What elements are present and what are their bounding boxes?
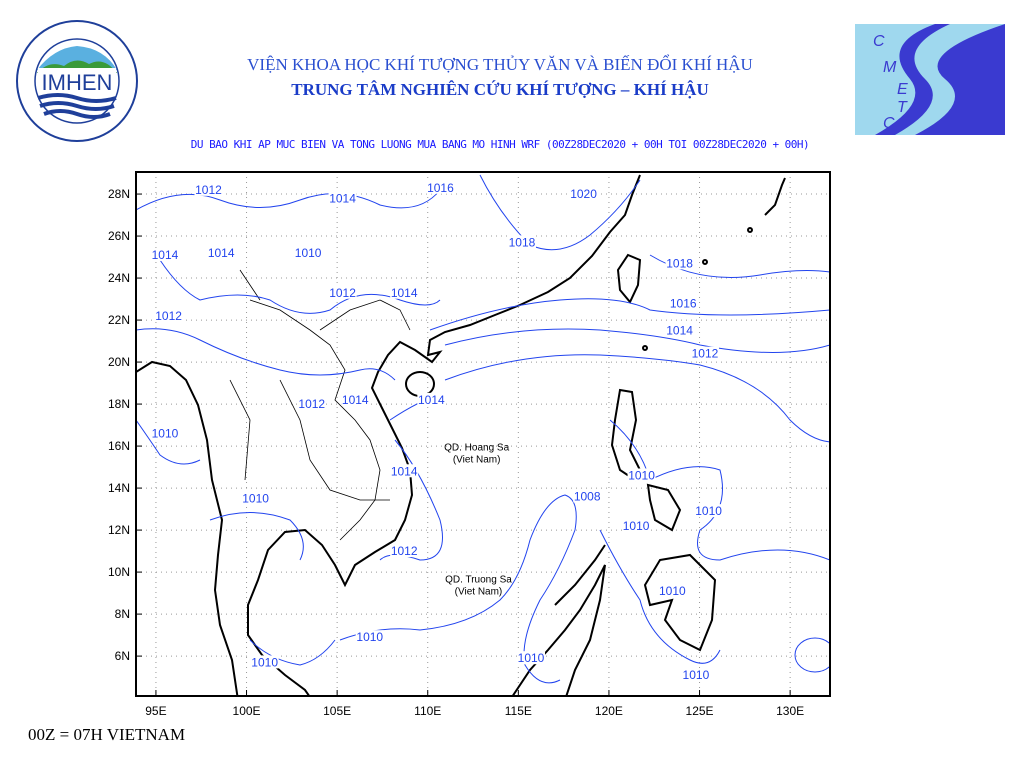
lat-tick-label: 14N: [108, 481, 130, 495]
map-frame: [135, 171, 831, 697]
isobar-label: 1010: [683, 668, 710, 682]
svg-text:T: T: [897, 99, 908, 116]
center-title: TRUNG TÂM NGHIÊN CỨU KHÍ TƯỢNG – KHÍ HẬU: [291, 80, 709, 99]
lat-tick-label: 18N: [108, 397, 130, 411]
lon-tick-label: 95E: [145, 704, 166, 718]
borders: [229, 269, 411, 541]
isobar-label: 1016: [427, 181, 454, 195]
isobars: [136, 174, 830, 684]
lat-tick-label: 8N: [115, 607, 130, 621]
isobar-label: 1010: [695, 504, 722, 518]
isobar-label: 1014: [152, 248, 179, 262]
map-title: DU BAO KHI AP MUC BIEN VA TONG LUONG MUA…: [190, 138, 810, 151]
gridlines: [136, 172, 830, 696]
svg-text:IMHEN: IMHEN: [42, 70, 113, 95]
lon-tick-label: 115E: [505, 704, 532, 718]
svg-text:E: E: [897, 81, 908, 98]
isobar-label: 1010: [251, 655, 278, 669]
isobar-label: 1010: [295, 246, 322, 260]
place-label: QD. Truong Sa: [445, 575, 512, 586]
isobar-label: 1012: [692, 347, 719, 361]
coastlines: [136, 174, 786, 696]
isobar-label: 1020: [570, 187, 597, 201]
lat-tick-label: 20N: [108, 355, 130, 369]
isobar-label: 1010: [152, 426, 179, 440]
isobar-label: 1014: [391, 286, 418, 300]
isobar-label: 1018: [509, 235, 536, 249]
isobar-label: 1010: [356, 630, 383, 644]
lat-tick-label: 12N: [108, 523, 130, 537]
lat-tick-label: 16N: [108, 439, 130, 453]
lat-tick-label: 22N: [108, 313, 130, 327]
isobar-label: 1014: [208, 246, 235, 260]
isobar-label: 1012: [391, 544, 418, 558]
place-label: QD. Hoang Sa: [444, 442, 509, 453]
lon-tick-label: 100E: [233, 704, 261, 718]
isobar-label: 1012: [298, 397, 325, 411]
isobar-label: 1014: [418, 393, 445, 407]
timezone-note: 00Z = 07H VIETNAM: [28, 725, 186, 744]
lat-tick-label: 26N: [108, 229, 130, 243]
isobar-label: 1010: [623, 519, 650, 533]
svg-text:C: C: [883, 115, 895, 132]
lon-tick-label: 110E: [414, 704, 441, 718]
isobar-label: 1010: [628, 468, 655, 482]
lon-tick-label: 105E: [323, 704, 351, 718]
lon-tick-label: 120E: [595, 704, 623, 718]
isobar-label: 1016: [670, 296, 697, 310]
isobar-label: 1012: [329, 286, 356, 300]
institute-title: VIỆN KHOA HỌC KHÍ TƯỢNG THỦY VĂN VÀ BIẾN…: [247, 55, 753, 74]
place-sublabel: (Viet Nam): [453, 454, 501, 465]
lon-tick-label: 130E: [776, 704, 804, 718]
lat-tick-label: 28N: [108, 187, 130, 201]
isobar-label: 1010: [242, 492, 269, 506]
lat-tick-label: 10N: [108, 565, 130, 579]
svg-text:M: M: [883, 59, 897, 76]
isobar-label: 1014: [391, 464, 418, 478]
isobar-label: 1018: [666, 256, 693, 270]
isobar-label: 1008: [574, 489, 601, 503]
isobar-label: 1014: [342, 393, 369, 407]
isobar-label: 1012: [195, 183, 222, 197]
lat-tick-label: 24N: [108, 271, 130, 285]
lat-tick-label: 6N: [115, 649, 130, 663]
isobar-label: 1010: [659, 584, 686, 598]
place-sublabel: (Viet Nam): [455, 587, 503, 598]
isobar-label: 1014: [329, 191, 356, 205]
isobar-label: 1014: [666, 324, 693, 338]
isobar-label: 1010: [518, 651, 545, 665]
lon-tick-label: 125E: [686, 704, 714, 718]
svg-text:C: C: [873, 33, 885, 50]
imhen-logo: IMHEN: [16, 20, 138, 142]
isobar-label: 1012: [155, 309, 182, 323]
